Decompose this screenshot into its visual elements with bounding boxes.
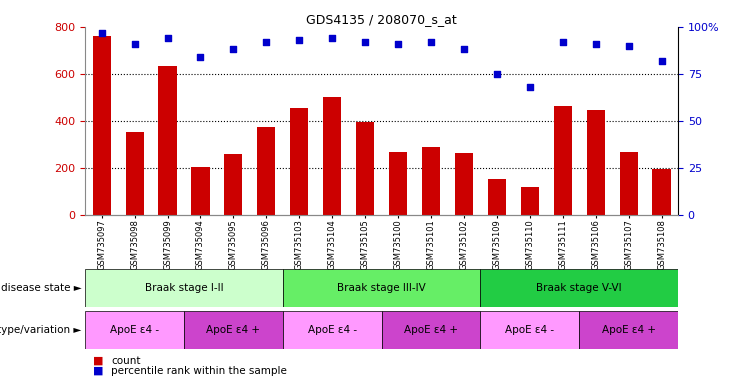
- Point: [590, 41, 602, 47]
- Bar: [480, 311, 579, 349]
- Text: ApoE ε4 -: ApoE ε4 -: [505, 325, 554, 335]
- Text: count: count: [111, 356, 141, 366]
- Point: [656, 58, 668, 64]
- Bar: [480, 269, 678, 307]
- Text: Braak stage V-VI: Braak stage V-VI: [536, 283, 622, 293]
- Point: [622, 43, 634, 49]
- Bar: [191, 167, 210, 215]
- Bar: [653, 169, 671, 215]
- Bar: [85, 269, 283, 307]
- Bar: [389, 152, 407, 215]
- Text: ApoE ε4 -: ApoE ε4 -: [110, 325, 159, 335]
- Bar: [521, 187, 539, 215]
- Text: ApoE ε4 +: ApoE ε4 +: [207, 325, 260, 335]
- Bar: [455, 153, 473, 215]
- Point: [491, 71, 503, 77]
- Point: [129, 41, 141, 47]
- Text: Braak stage III-IV: Braak stage III-IV: [337, 283, 426, 293]
- Point: [458, 46, 470, 53]
- Point: [392, 41, 404, 47]
- Point: [227, 46, 239, 53]
- Point: [195, 54, 207, 60]
- Point: [326, 35, 338, 41]
- Text: Braak stage I-II: Braak stage I-II: [144, 283, 223, 293]
- Point: [556, 39, 568, 45]
- Bar: [159, 66, 176, 215]
- Bar: [225, 154, 242, 215]
- Bar: [93, 36, 110, 215]
- Title: GDS4135 / 208070_s_at: GDS4135 / 208070_s_at: [306, 13, 457, 26]
- Bar: [554, 106, 572, 215]
- Bar: [587, 110, 605, 215]
- Bar: [283, 311, 382, 349]
- Text: ■: ■: [93, 356, 103, 366]
- Text: ApoE ε4 -: ApoE ε4 -: [308, 325, 356, 335]
- Text: ApoE ε4 +: ApoE ε4 +: [404, 325, 458, 335]
- Text: genotype/variation ►: genotype/variation ►: [0, 325, 82, 335]
- Text: percentile rank within the sample: percentile rank within the sample: [111, 366, 287, 376]
- Point: [293, 37, 305, 43]
- Bar: [488, 179, 506, 215]
- Bar: [323, 98, 342, 215]
- Bar: [382, 311, 480, 349]
- Bar: [283, 269, 480, 307]
- Bar: [184, 311, 283, 349]
- Point: [260, 39, 272, 45]
- Bar: [422, 147, 440, 215]
- Bar: [579, 311, 678, 349]
- Bar: [257, 127, 276, 215]
- Point: [359, 39, 371, 45]
- Point: [524, 84, 536, 90]
- Bar: [125, 132, 144, 215]
- Bar: [356, 122, 374, 215]
- Point: [96, 30, 107, 36]
- Point: [162, 35, 173, 41]
- Text: disease state ►: disease state ►: [1, 283, 82, 293]
- Text: ■: ■: [93, 366, 103, 376]
- Point: [425, 39, 437, 45]
- Bar: [290, 108, 308, 215]
- Bar: [85, 311, 184, 349]
- Bar: [619, 152, 638, 215]
- Text: ApoE ε4 +: ApoE ε4 +: [602, 325, 656, 335]
